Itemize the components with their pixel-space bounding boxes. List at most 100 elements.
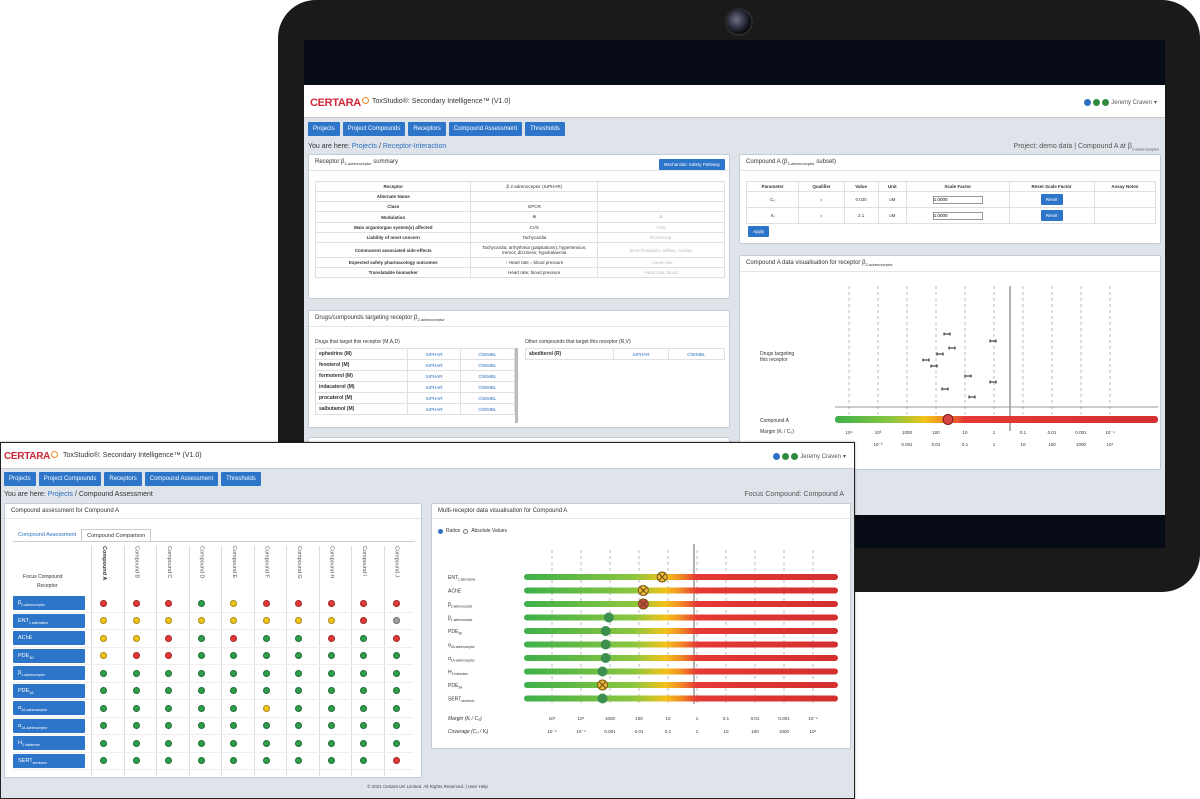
status-dot[interactable]	[100, 739, 107, 747]
compound-header[interactable]: Compound A	[101, 546, 107, 581]
iuphar-link[interactable]: IUPHAR	[407, 370, 461, 382]
status-dot[interactable]	[327, 652, 335, 659]
iuphar-link[interactable]: IUPHAR	[407, 403, 461, 415]
compound-header[interactable]: Compound D	[198, 546, 205, 579]
receptor-button[interactable]: PDE3A	[13, 683, 85, 698]
status-dot[interactable]	[197, 599, 205, 607]
status-dot[interactable]	[197, 617, 205, 624]
status-dot[interactable]	[327, 739, 335, 747]
status-dot[interactable]	[165, 704, 172, 712]
help-icon[interactable]	[773, 453, 781, 460]
reset-button[interactable]: Reset	[1040, 194, 1063, 205]
status-dot[interactable]	[262, 722, 270, 729]
status-dot[interactable]	[197, 722, 205, 729]
status-dot[interactable]	[327, 634, 335, 642]
status-dot[interactable]	[295, 722, 302, 729]
status-dot[interactable]	[165, 669, 172, 677]
status-dot[interactable]	[100, 687, 107, 694]
status-dot[interactable]	[132, 739, 140, 747]
iuphar-link[interactable]: IUPHAR	[407, 392, 461, 404]
receptor-button[interactable]: α1A-adrenoceptor	[13, 718, 85, 733]
status-dot[interactable]	[197, 704, 205, 712]
status-dot[interactable]	[392, 722, 400, 729]
flag-marker-icon[interactable]	[637, 598, 649, 610]
status-dot[interactable]	[327, 669, 335, 677]
status-dot[interactable]	[230, 617, 237, 624]
status-dot[interactable]	[132, 617, 140, 624]
status-dot[interactable]	[132, 704, 140, 712]
status-dot[interactable]	[327, 599, 335, 607]
nav-project-compounds[interactable]: Project Compounds	[342, 122, 406, 136]
compound-marker-icon[interactable]	[597, 693, 608, 704]
compound-header[interactable]: Compound J	[393, 546, 400, 578]
status-dot[interactable]	[197, 634, 205, 642]
receptor-button[interactable]: H2 histamine	[13, 736, 85, 750]
status-dot[interactable]	[327, 704, 335, 712]
status-dot[interactable]	[295, 599, 302, 607]
status-dot[interactable]	[165, 634, 172, 642]
iuphar-link[interactable]: IUPHAR	[407, 359, 461, 371]
nav-thresholds[interactable]: Thresholds	[525, 122, 565, 136]
status-dot[interactable]	[295, 704, 302, 712]
status-dot[interactable]	[100, 599, 107, 607]
apply-button[interactable]: Apply	[748, 226, 770, 237]
status-dot[interactable]	[165, 722, 172, 729]
status-dot[interactable]	[295, 757, 302, 764]
status-dot[interactable]	[360, 617, 367, 624]
status-dot[interactable]	[197, 739, 205, 747]
nav-receptors[interactable]: Receptors	[408, 122, 446, 136]
nav-compound-assessment[interactable]: Compound Assessment	[144, 472, 219, 486]
chembl-link[interactable]: ChEMBL	[459, 370, 516, 382]
status-dot[interactable]	[392, 669, 400, 677]
status-dot[interactable]	[165, 687, 172, 694]
status-dot[interactable]	[262, 652, 270, 659]
status-dot[interactable]	[230, 652, 237, 659]
receptor-button[interactable]: β1-adrenoceptor	[13, 666, 85, 680]
reset-button[interactable]: Reset	[1040, 210, 1063, 221]
compound-marker-icon[interactable]	[603, 612, 614, 623]
receptor-button[interactable]: SERTserotonin	[13, 753, 85, 768]
status-dot[interactable]	[392, 652, 400, 659]
iuphar-link[interactable]: IUPHAR	[407, 381, 461, 393]
status-dot[interactable]	[392, 687, 400, 694]
status-dot[interactable]	[360, 669, 367, 677]
nav-projects[interactable]: Projects	[4, 472, 36, 486]
status-dot[interactable]	[132, 687, 140, 694]
scale-factor-input[interactable]	[932, 195, 983, 204]
status-dot[interactable]	[360, 739, 367, 747]
nav-receptors[interactable]: Receptors	[104, 472, 142, 486]
compound-header[interactable]: Compound C	[166, 546, 172, 579]
status-dot[interactable]	[197, 687, 205, 694]
status-dot[interactable]	[100, 722, 107, 729]
nav-projects[interactable]: Projects	[308, 122, 340, 136]
status-dot[interactable]	[100, 757, 107, 764]
status-dot[interactable]	[230, 722, 237, 729]
scale-factor-input[interactable]	[932, 211, 983, 220]
chembl-link[interactable]: ChEMBL	[667, 348, 726, 360]
status-dot[interactable]	[392, 704, 400, 712]
user-menu[interactable]: Jeremy Craven ▾	[773, 453, 846, 460]
scrollbar[interactable]	[515, 348, 518, 423]
tab-compound-comparison[interactable]: Compound Comparison	[81, 529, 152, 542]
receptor-button[interactable]: PDE4D	[13, 648, 85, 663]
compound-marker-icon[interactable]	[600, 653, 611, 663]
compound-marker-icon[interactable]	[597, 666, 608, 677]
compound-header[interactable]: Compound B	[133, 546, 140, 579]
status-dot[interactable]	[327, 757, 335, 764]
status-dot[interactable]	[230, 634, 237, 642]
breadcrumb-projects-link[interactable]: Projects	[47, 491, 74, 498]
status-dot[interactable]	[392, 617, 400, 624]
status-dot[interactable]	[132, 634, 140, 642]
radio-ratios[interactable]	[438, 528, 443, 534]
mechanistic-safety-pathway-button[interactable]: Mechanistic Safety Pathway	[658, 159, 725, 170]
compound-header[interactable]: Compound E	[231, 546, 237, 579]
compound-header[interactable]: Compound G	[296, 546, 302, 579]
status-dot[interactable]	[327, 722, 335, 729]
status-dot[interactable]	[230, 757, 237, 764]
receptor-button[interactable]: ENT1 adenosine	[13, 613, 85, 628]
status-dot[interactable]	[295, 652, 302, 659]
status-dot[interactable]	[262, 757, 270, 764]
status-dot[interactable]	[262, 634, 270, 642]
user-menu[interactable]: Jeremy Craven ▾	[1084, 99, 1157, 106]
compound-header[interactable]: Compound F	[263, 546, 270, 578]
